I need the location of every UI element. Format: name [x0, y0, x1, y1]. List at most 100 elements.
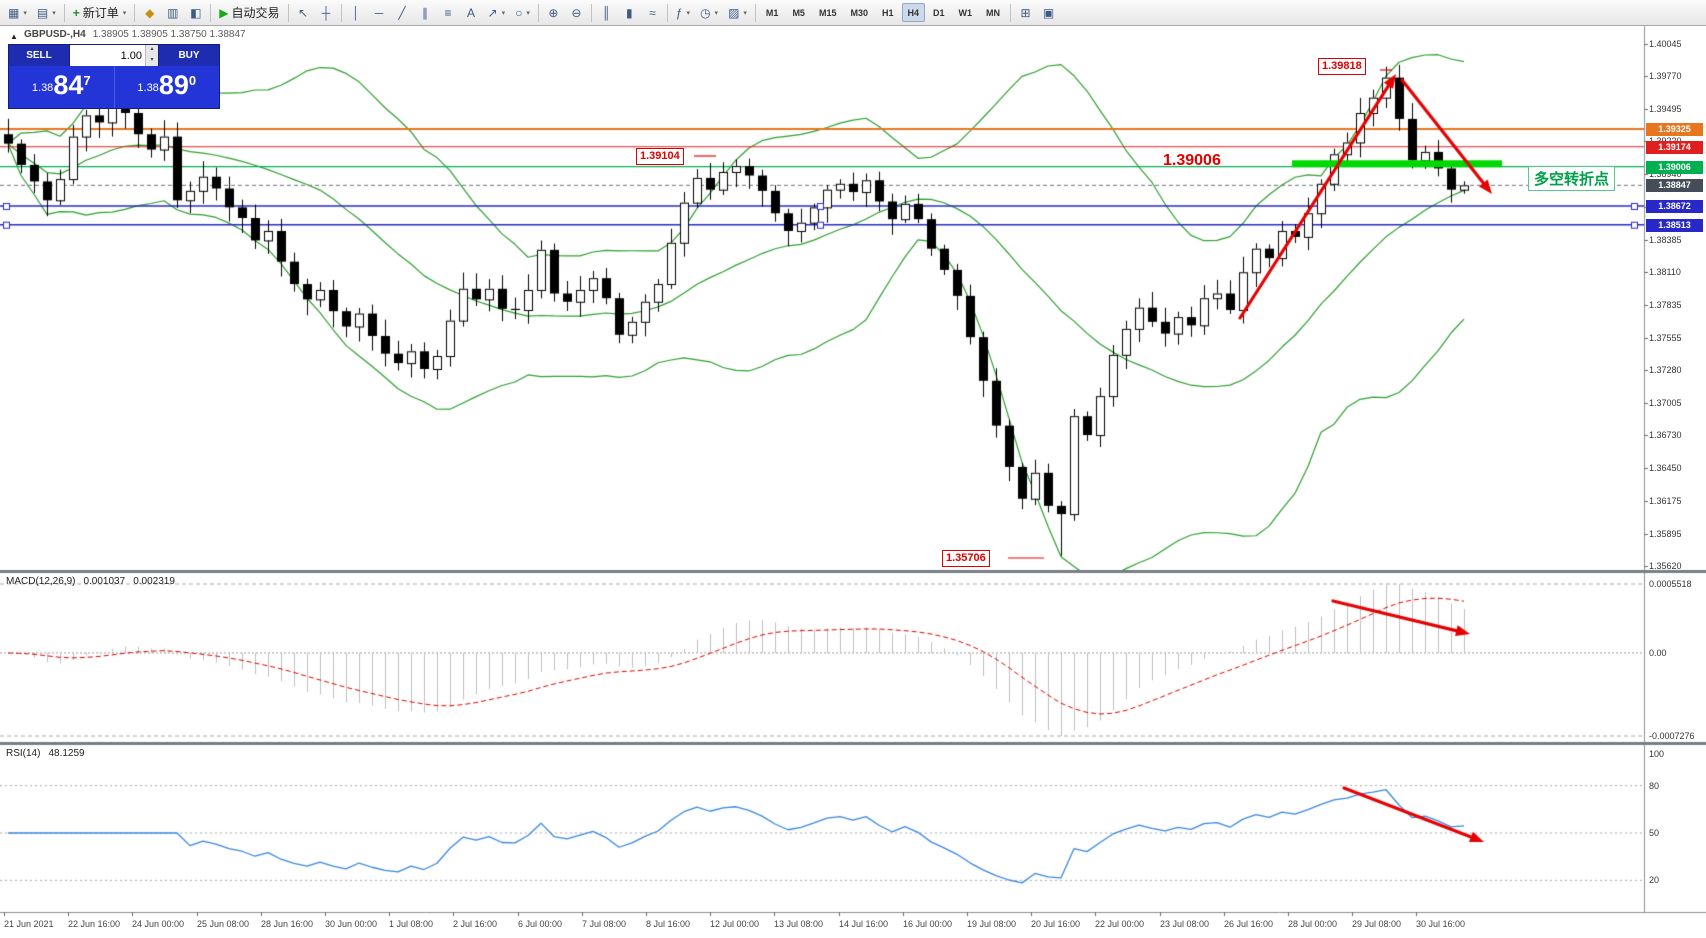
- toolbar-separator: [210, 3, 212, 22]
- shapes-icon: ○: [515, 5, 523, 20]
- toolbar: ▦ ▾ ▤ ▾ + 新订单 ▾ ◆ ▥ ◧ ▶ 自动交易 ↖ ┼ │ ─ ╱ ∥ ≡ A ↗ ▾ ○ ▾ ⊕ ⊖ ║ ▮ ≈ ƒ ▾ ◷ ▾ ▨ ▾…: [0, 0, 1706, 26]
- volume-increase-button[interactable]: ▴: [146, 45, 158, 56]
- volume-stepper: ▴ ▾: [145, 45, 158, 66]
- bar-chart-button[interactable]: ║: [595, 2, 618, 23]
- trade-panel-prices: 1.38 84 7 1.38 89 0: [9, 66, 219, 108]
- new-order-button-label: 新订单: [82, 6, 119, 20]
- chevron-down-icon: ▾: [686, 9, 691, 17]
- chevron-down-icon: ▾: [23, 9, 27, 17]
- profiles-icon: ▤: [36, 5, 49, 20]
- timeframe-h4[interactable]: H4: [901, 3, 926, 22]
- new-order-button[interactable]: + 新订单 ▾: [68, 2, 132, 23]
- periods-icon: ◷: [700, 5, 711, 20]
- line-chart-button[interactable]: ≈: [641, 2, 664, 23]
- toolbar-separator: [1010, 3, 1012, 22]
- channel-tool[interactable]: ∥: [414, 2, 437, 23]
- crosshair-tool[interactable]: ┼: [315, 2, 338, 23]
- arrange-windows-button[interactable]: ▣: [1037, 2, 1060, 23]
- candlestick-chart-icon: ▮: [626, 5, 633, 20]
- new-order-icon: +: [72, 5, 80, 20]
- toolbar-separator: [63, 3, 65, 22]
- autotrading-button[interactable]: ▶ 自动交易: [214, 2, 284, 23]
- volume-decrease-button[interactable]: ▾: [146, 55, 158, 66]
- timeframe-w1[interactable]: W1: [958, 7, 973, 18]
- horizontal-line-icon: ─: [374, 5, 384, 20]
- templates-button[interactable]: ▨ ▾: [723, 2, 752, 23]
- rsi-value: 48.1259: [48, 748, 85, 759]
- chevron-down-icon: ▾: [501, 9, 506, 17]
- rsi-title: RSI(14): [6, 748, 41, 759]
- timeframe-h1[interactable]: H1: [881, 7, 894, 18]
- chevron-down-icon: ▾: [714, 9, 719, 17]
- market-watch-icon: ▥: [167, 5, 179, 20]
- zoom-out-button[interactable]: ⊖: [565, 2, 588, 23]
- chevron-down-icon: ▾: [743, 9, 747, 17]
- text-icon: A: [467, 5, 476, 20]
- ohlc-values: 1.38905 1.38905 1.38750 1.38847: [92, 29, 246, 40]
- sell-price[interactable]: 1.38 84 7: [9, 66, 114, 108]
- new-chart-button[interactable]: ▦ ▾: [3, 2, 32, 23]
- fibonacci-tool[interactable]: ≡: [437, 2, 460, 23]
- chart-title: GBPUSD-,H4 1.38905 1.38905 1.38750 1.388…: [24, 29, 246, 40]
- text-tool[interactable]: A: [460, 2, 483, 23]
- vertical-line-tool[interactable]: │: [345, 2, 368, 23]
- new-chart-icon: ▦: [8, 5, 20, 20]
- collapse-panel-icon[interactable]: ▲: [10, 32, 18, 41]
- chevron-down-icon: ▾: [122, 9, 127, 17]
- arrows-tool[interactable]: ↗ ▾: [483, 2, 511, 23]
- macd-title: MACD(12,26,9): [6, 576, 76, 587]
- autotrading-icon: ▶: [219, 5, 229, 20]
- grid-icon: ⊞: [1020, 5, 1031, 20]
- strategy-tester-icon: ◧: [190, 5, 202, 20]
- macd-value: 0.001037: [83, 576, 126, 587]
- macd-signal-value: 0.002319: [133, 576, 175, 587]
- metaeditor-icon: ◆: [145, 5, 155, 20]
- timeframe-m30[interactable]: M30: [850, 7, 868, 18]
- price-divider: [113, 66, 115, 108]
- zoom-in-button[interactable]: ⊕: [542, 2, 565, 23]
- trendline-tool[interactable]: ╱: [391, 2, 414, 23]
- market-watch-button[interactable]: ▥: [161, 2, 184, 23]
- cursor-icon: ↖: [297, 5, 309, 20]
- timeframe-d1[interactable]: D1: [933, 7, 945, 18]
- indicators-icon: ƒ: [675, 5, 683, 20]
- arrange-windows-icon: ▣: [1042, 5, 1055, 20]
- timeframe-m1[interactable]: M1: [765, 7, 779, 18]
- macd-indicator-label: MACD(12,26,9) 0.001037 0.002319: [6, 576, 175, 587]
- timeframe-m5[interactable]: M5: [792, 7, 805, 18]
- chevron-down-icon: ▾: [526, 9, 530, 17]
- sell-price-point: 7: [83, 73, 91, 88]
- channel-icon: ∥: [422, 5, 429, 20]
- toolbar-separator: [340, 3, 342, 22]
- profiles-button[interactable]: ▤ ▾: [32, 2, 61, 23]
- arrows-icon: ↗: [487, 5, 498, 20]
- grid-button[interactable]: ⊞: [1014, 2, 1037, 23]
- bar-chart-icon: ║: [602, 5, 611, 20]
- templates-icon: ▨: [728, 5, 740, 20]
- sell-button[interactable]: SELL: [9, 45, 69, 66]
- chevron-down-icon: ▾: [52, 9, 56, 17]
- indicators-button[interactable]: ƒ ▾: [671, 2, 695, 23]
- crosshair-icon: ┼: [321, 5, 331, 20]
- vertical-line-icon: │: [352, 5, 360, 20]
- cursor-tool[interactable]: ↖: [292, 2, 315, 23]
- periods-button[interactable]: ◷ ▾: [695, 2, 723, 23]
- toolbar-separator: [287, 3, 289, 22]
- shapes-tool[interactable]: ○ ▾: [510, 2, 535, 23]
- buy-button[interactable]: BUY: [159, 45, 219, 66]
- metaeditor-button[interactable]: ◆: [138, 2, 161, 23]
- volume-input[interactable]: [70, 45, 145, 66]
- toolbar-separator: [134, 3, 136, 22]
- candlestick-chart-button[interactable]: ▮: [618, 2, 641, 23]
- buy-price[interactable]: 1.38 89 0: [115, 66, 220, 108]
- strategy-tester-button[interactable]: ◧: [184, 2, 207, 23]
- horizontal-line-tool[interactable]: ─: [368, 2, 391, 23]
- sell-price-base: 1.38: [31, 82, 54, 94]
- fibonacci-icon: ≡: [444, 5, 452, 20]
- toolbar-separator: [666, 3, 668, 22]
- timeframe-m15[interactable]: M15: [818, 7, 837, 18]
- timeframe-mn[interactable]: MN: [986, 7, 1001, 18]
